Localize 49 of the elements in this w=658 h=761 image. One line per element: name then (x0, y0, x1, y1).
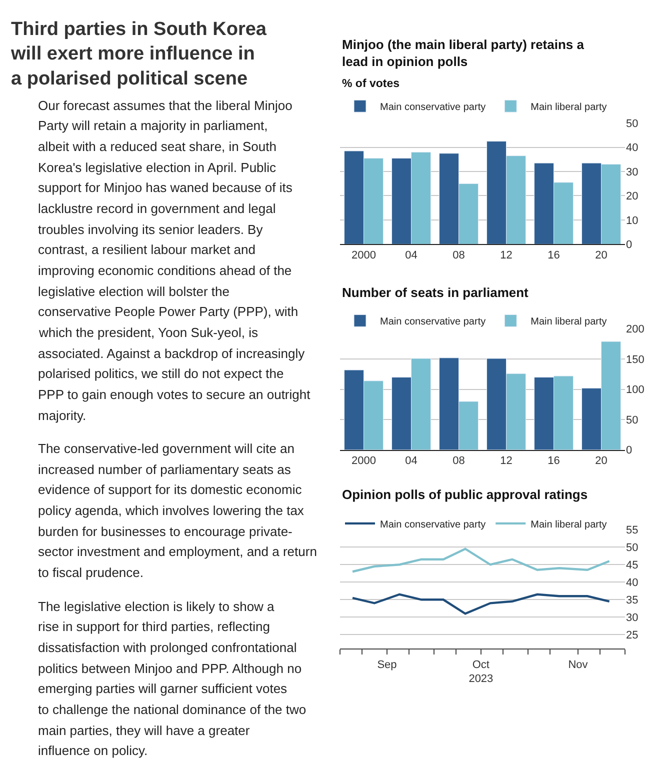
x-tick-label: 12 (500, 249, 512, 262)
line-series (351, 593, 610, 615)
legend-label: Main conservative party (380, 519, 486, 530)
x-tick-label: 20 (595, 455, 608, 468)
x-tick-label: 2000 (352, 249, 376, 262)
y-tick-label: 50 (626, 118, 638, 130)
legend-label: Main liberal party (530, 519, 607, 530)
y-tick-label: 30 (626, 612, 638, 624)
y-tick-label: 55 (626, 524, 638, 536)
x-tick-label: Nov (568, 658, 588, 671)
y-tick-label: 150 (626, 354, 644, 366)
x-tick-label: 04 (405, 249, 418, 262)
y-tick-label: 40 (626, 576, 638, 589)
y-tick-label: 200 (626, 324, 644, 336)
legend-label: Main liberal party (530, 102, 607, 114)
x-tick-label: 16 (548, 455, 560, 468)
y-tick-label: 30 (626, 166, 638, 178)
text: Third parties in South Korea will exert more influence in a polarised political scene (10, 19, 267, 90)
chart-title: Opinion polls of public approval ratings (342, 487, 588, 502)
y-tick-label: 100 (626, 384, 644, 396)
x-tick-label: 16 (548, 249, 560, 262)
x-tick-label: Oct 2023 (468, 658, 494, 686)
line-series (351, 548, 610, 573)
legend-label: Main liberal party (530, 316, 607, 328)
y-tick-label: 20 (626, 190, 638, 203)
legend-label: Main conservative party (380, 316, 486, 328)
y-tick-label: 50 (626, 414, 638, 426)
x-tick-label: 12 (500, 455, 512, 468)
y-tick-label: 50 (626, 542, 638, 554)
x-tick-label: 2000 (352, 455, 376, 468)
text: Our forecast assumes that the liberal Minjoo Party will retain a majority in parliament, albeit with a reduced seat share, in South Korea's legislative election in April. Public support for Minjoo has waned because of its lacklustre record in government and legal troubles involving its senior leaders. By contrast, a resilient labour market and improving economic conditions ahead of the legislative election will bolster the conservative People Power Party (PPP), with which the president, Yoon Suk-yeol, is associated. Against a backdrop of increasingly polarised politics, we still do not expect the PPP to gain enough votes to secure an outright majority. (38, 98, 310, 423)
x-tick-label: 04 (405, 455, 418, 468)
y-tick-label: 45 (626, 559, 638, 572)
x-tick-label: 08 (452, 455, 465, 468)
chart-subtitle: % of votes (342, 78, 400, 90)
x-tick-label: 20 (595, 249, 608, 262)
y-tick-label: 35 (626, 594, 638, 606)
y-tick-label: 10 (626, 214, 638, 227)
y-tick-label: 0 (626, 444, 632, 457)
legend-label: Main conservative party (380, 102, 486, 114)
y-tick-label: 25 (626, 630, 638, 642)
text: The conservative-led government will cite an increased number of parliamentary seats as evidence of support for its domestic economic policy agenda, which involves lowering the tax burden for businesses to encourage private-sector investment and employment, and a return to fiscal prudence. (38, 441, 317, 580)
x-tick-label: 08 (452, 249, 465, 262)
y-tick-label: 0 (626, 239, 632, 252)
y-tick-label: 40 (626, 142, 638, 154)
chart-title: Number of seats in parliament (342, 285, 530, 300)
x-tick-label: Sep (377, 658, 397, 671)
chart-title: Minjoo (the main liberal party) retains a lead in opinion polls (342, 37, 585, 69)
text: The legislative election is likely to show a rise in support for third parties, reflecting dissatisfaction with prolonged confrontational politics between Minjoo and PPP. Although no emerging parties will garner sufficient votes to challenge the national dominance of the two main parties, they will have a greater influence on policy. (38, 599, 306, 758)
